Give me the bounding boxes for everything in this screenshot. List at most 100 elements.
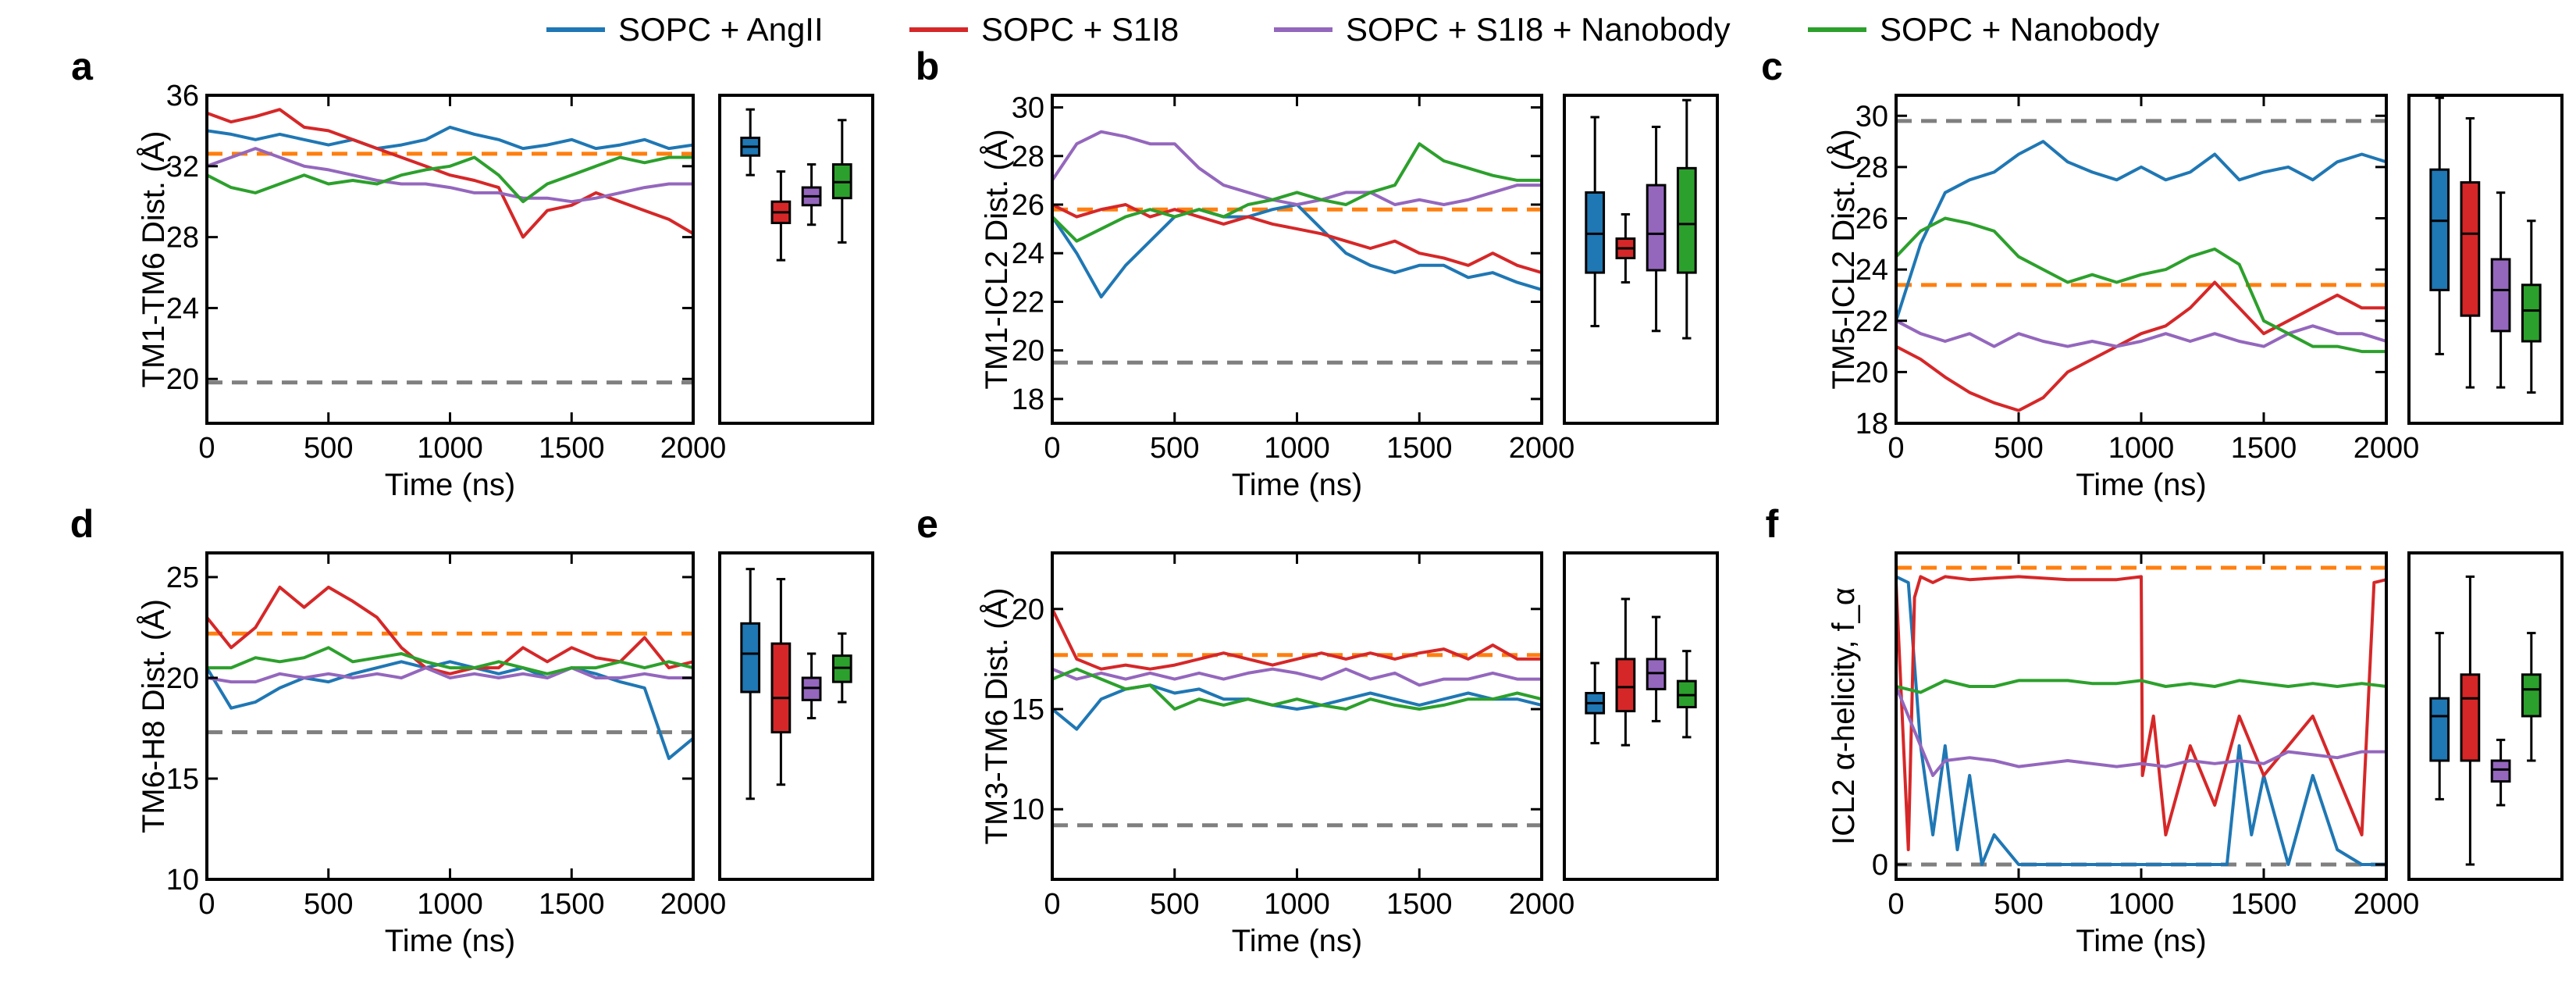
box-body <box>1585 191 1606 274</box>
panel-d: 0 500 1000 1500 2000 10 15 20 25 Time (ns) TM6-H8 … <box>70 502 874 958</box>
panel-e: 0 500 1000 1500 2000 10 15 20 Time (ns) TM3-TM6 D… <box>916 502 1719 958</box>
y-tick-label: 30 <box>1856 100 1888 133</box>
box-sopc-s1i8-nanobody <box>801 163 822 226</box>
y-tick-label: 10 <box>166 864 199 897</box>
x-axis-label: Time (ns) <box>2076 468 2206 502</box>
y-tick-label: 10 <box>1012 793 1044 826</box>
box-sopc-s1i8 <box>1615 597 1636 747</box>
box-plot <box>718 94 874 425</box>
box-sopc-nanobody <box>831 119 852 244</box>
x-axis-label: Time (ns) <box>1232 924 1362 958</box>
series-line-sopc-nanobody <box>1052 667 1542 711</box>
y-tick-label: 15 <box>166 763 199 796</box>
x-tick-label: 1000 <box>1264 888 1330 921</box>
box-body <box>1676 166 1697 274</box>
plot-frame <box>1051 94 1543 425</box>
series-line-sopc-s1i8-nanobody <box>207 666 693 684</box>
x-tick-label: 500 <box>1150 432 1199 465</box>
box-frame <box>1563 551 1719 881</box>
series-line-sopc-s1i8-nanobody <box>1896 686 2386 777</box>
x-axis-label: Time (ns) <box>2076 924 2206 958</box>
x-tick-label: 500 <box>1994 888 2043 921</box>
x-tick-label: 2000 <box>660 888 727 921</box>
panel-c: 0 500 1000 1500 2000 18 20 22 24 26 28 30 Time (ns) T… <box>1761 45 2564 502</box>
box-body <box>2460 673 2481 762</box>
y-tick-label: 24 <box>166 292 199 325</box>
box-plot <box>718 551 874 881</box>
panel-letter: e <box>916 502 938 546</box>
x-tick-label: 2000 <box>1509 888 1575 921</box>
panel-a: 0 500 1000 1500 2000 20 24 28 32 36 Time (ns) TM1-T… <box>71 45 874 502</box>
legend-label: SOPC + S1I8 <box>981 11 1179 48</box>
panel-letter: d <box>70 502 94 546</box>
box-sopc-nanobody <box>2521 632 2542 762</box>
box-sopc-s1i8-nanobody <box>2490 738 2511 807</box>
box-body <box>1615 658 1636 713</box>
box-plot <box>1563 551 1719 881</box>
series-group <box>1896 140 2386 412</box>
plot-frame <box>205 551 695 881</box>
y-tick-label: 25 <box>166 562 199 594</box>
box-sopc-nanobody <box>2521 219 2542 394</box>
series-line-sopc-s1i8-nanobody <box>1052 130 1542 206</box>
x-tick-label: 500 <box>304 888 353 921</box>
series-group <box>1052 608 1542 731</box>
y-tick-label: 20 <box>1012 594 1044 626</box>
box-plot <box>2407 551 2564 881</box>
series-line-sopc-nanobody <box>1896 679 2386 694</box>
legend-label: SOPC + AngII <box>618 11 824 48</box>
y-tick-label: 28 <box>1856 152 1888 184</box>
box-body <box>2429 697 2450 762</box>
x-tick-label: 1000 <box>1264 432 1330 465</box>
series-line-sopc-s1i8 <box>1896 575 2386 851</box>
box-frame <box>1563 94 1719 425</box>
box-plot <box>1563 94 1719 425</box>
legend: SOPC + AngII SOPC + S1I8 SOPC + S1I8 + Nan… <box>546 11 2159 48</box>
y-axis-label: TM3-TM6 Dist. (Å) <box>979 588 1014 845</box>
y-tick-label: 20 <box>1012 335 1044 368</box>
x-tick-label: 1000 <box>2108 888 2175 921</box>
x-tick-label: 0 <box>1888 432 1904 465</box>
y-axis-label: TM5-ICL2 Dist. (Å) <box>1826 129 1861 389</box>
x-axis-label: Time (ns) <box>385 924 515 958</box>
box-sopc-s1i8 <box>2460 117 2481 389</box>
box-body <box>1646 184 1667 272</box>
box-body <box>2429 168 2450 291</box>
series-group <box>1052 130 1542 299</box>
box-frame <box>2407 94 2564 425</box>
box-body <box>740 622 761 693</box>
box-sopc-s1i8-nanobody <box>1646 125 1667 333</box>
series-line-sopc-s1i8 <box>207 108 693 239</box>
panel-b: 0 500 1000 1500 2000 18 20 22 24 26 28 30 Time (ns) T… <box>916 45 1719 502</box>
series-line-sopc-s1i8-nanobody <box>1052 667 1542 687</box>
y-tick-label: 24 <box>1012 237 1044 270</box>
y-tick-label: 26 <box>1856 203 1888 236</box>
series-line-sopc-s1i8-nanobody <box>1896 319 2386 348</box>
box-sopc-s1i8 <box>2460 575 2481 866</box>
box-sopc-s1i8 <box>770 578 792 786</box>
series-line-sopc-s1i8 <box>1052 608 1542 671</box>
box-sopc-s1i8-nanobody <box>801 652 822 720</box>
series-line-sopc-angii <box>1896 140 2386 322</box>
y-tick-label: 30 <box>1012 92 1044 125</box>
x-tick-label: 1500 <box>1386 888 1453 921</box>
x-tick-label: 500 <box>304 432 353 465</box>
x-tick-label: 0 <box>1044 888 1060 921</box>
y-tick-label: 28 <box>1012 141 1044 173</box>
y-axis-label: TM6-H8 Dist. (Å) <box>136 599 171 833</box>
box-sopc-angii <box>2429 632 2450 800</box>
y-tick-label: 32 <box>166 151 199 184</box>
box-body <box>2490 258 2511 333</box>
plot-frame <box>1051 551 1543 881</box>
series-line-sopc-nanobody <box>207 155 693 204</box>
box-sopc-angii <box>1585 661 1606 745</box>
series-group <box>207 108 693 239</box>
x-axis-label: Time (ns) <box>1232 468 1362 502</box>
series-group <box>1896 575 2386 866</box>
y-tick-label: 18 <box>1856 408 1888 440</box>
series-line-sopc-angii <box>207 125 693 151</box>
box-sopc-nanobody <box>1676 650 1697 739</box>
series-group <box>207 585 693 761</box>
y-tick-label: 22 <box>1012 286 1044 319</box>
series-line-sopc-nanobody <box>207 646 693 676</box>
